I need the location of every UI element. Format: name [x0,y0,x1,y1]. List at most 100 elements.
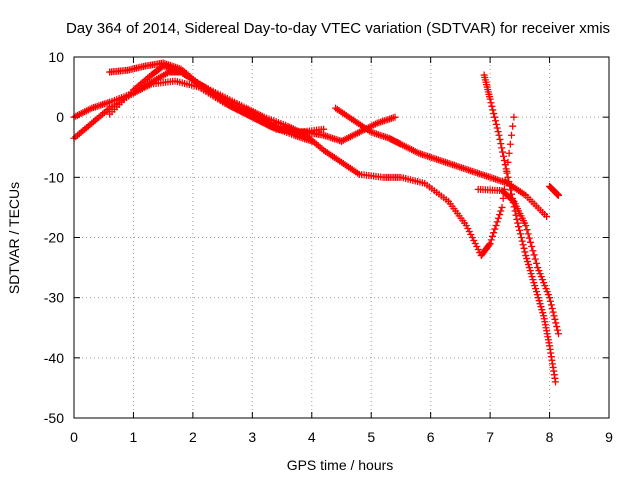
data-point [522,252,530,260]
data-point [516,226,524,234]
y-tick-label: 10 [48,49,64,65]
data-point [508,190,516,198]
x-tick-label: 7 [486,429,494,445]
y-tick-label: 0 [56,109,64,125]
data-point [546,297,554,305]
data-point [486,240,494,248]
data-point [534,294,542,302]
data-point [531,282,539,290]
data-point [497,140,505,148]
data-series [332,104,551,220]
data-point [532,285,540,293]
data-point [504,173,512,181]
data-point [508,194,516,202]
x-tick-label: 0 [70,429,78,445]
data-point [465,227,473,235]
data-point [529,247,537,255]
data-point [531,255,539,263]
data-point [514,219,522,227]
data-point [519,241,527,249]
data-point [505,149,513,157]
data-point [515,223,523,231]
data-point [502,165,510,173]
data-point [498,144,506,152]
data-point [525,264,533,272]
data-point [488,102,496,110]
data-point [510,113,518,121]
data-point [550,312,558,320]
data-point [499,152,507,160]
data-point [496,211,504,219]
data-point [521,248,529,256]
x-tick-label: 8 [546,429,554,445]
data-series [70,77,316,145]
data-point [473,243,481,251]
x-axis-label: GPS time / hours [287,457,394,473]
data-point [537,303,545,311]
data-point [510,203,518,211]
data-point [541,282,549,290]
x-tick-label: 1 [130,429,138,445]
data-point [524,230,532,238]
data-point [516,230,524,238]
data-point [470,237,478,245]
plot-frame [73,56,610,419]
data-point [467,230,475,238]
data-point [525,234,533,242]
x-tick-label: 9 [605,429,613,445]
data-point [500,156,508,164]
data-series [106,62,328,136]
y-tick-label: -40 [44,350,64,366]
data-series [474,185,562,338]
data-point [491,113,499,121]
data-point [544,291,552,299]
data-point [503,169,511,177]
data-point [497,207,505,215]
data-point [320,125,328,133]
data-point [552,319,560,327]
data-point [529,276,537,284]
data-point [543,212,551,220]
data-point [528,273,536,281]
data-point [546,294,554,302]
data-point [532,259,540,267]
data-point [537,273,545,281]
data-point [542,285,550,293]
data-points [70,59,562,386]
y-tick-label: -50 [44,410,64,426]
data-point [490,229,498,237]
data-point [517,234,525,241]
y-tick-label: -20 [44,230,64,246]
data-point [464,224,472,232]
data-point [487,99,495,107]
y-tick-label: -30 [44,290,64,306]
data-point [474,246,482,254]
data-point [530,279,538,287]
data-point [551,315,559,323]
data-point [509,199,517,207]
data-point [549,308,557,316]
data-point [506,140,514,148]
data-point [496,135,504,143]
data-point [523,255,531,263]
data-point [527,270,535,278]
data-point [552,378,559,386]
axis-ticks: 0 1 2 3 4 5 6 7 8 9 10 0 -10 -20 -30 -40 -50 [44,49,613,445]
x-tick-label: 3 [248,429,256,445]
data-point [491,225,499,233]
data-point [543,288,551,296]
x-tick-label: 2 [189,429,197,445]
data-point [518,237,526,245]
data-point [523,226,531,234]
data-point [492,221,500,229]
data-point [533,291,541,299]
data-point [493,124,501,132]
data-point [486,95,494,103]
data-series [338,113,399,145]
data-point [507,186,515,194]
data-point [530,251,538,259]
data-point [540,279,548,287]
chart-title: Day 364 of 2014, Sidereal Day-to-day VTE… [66,20,610,37]
data-point [492,120,500,128]
